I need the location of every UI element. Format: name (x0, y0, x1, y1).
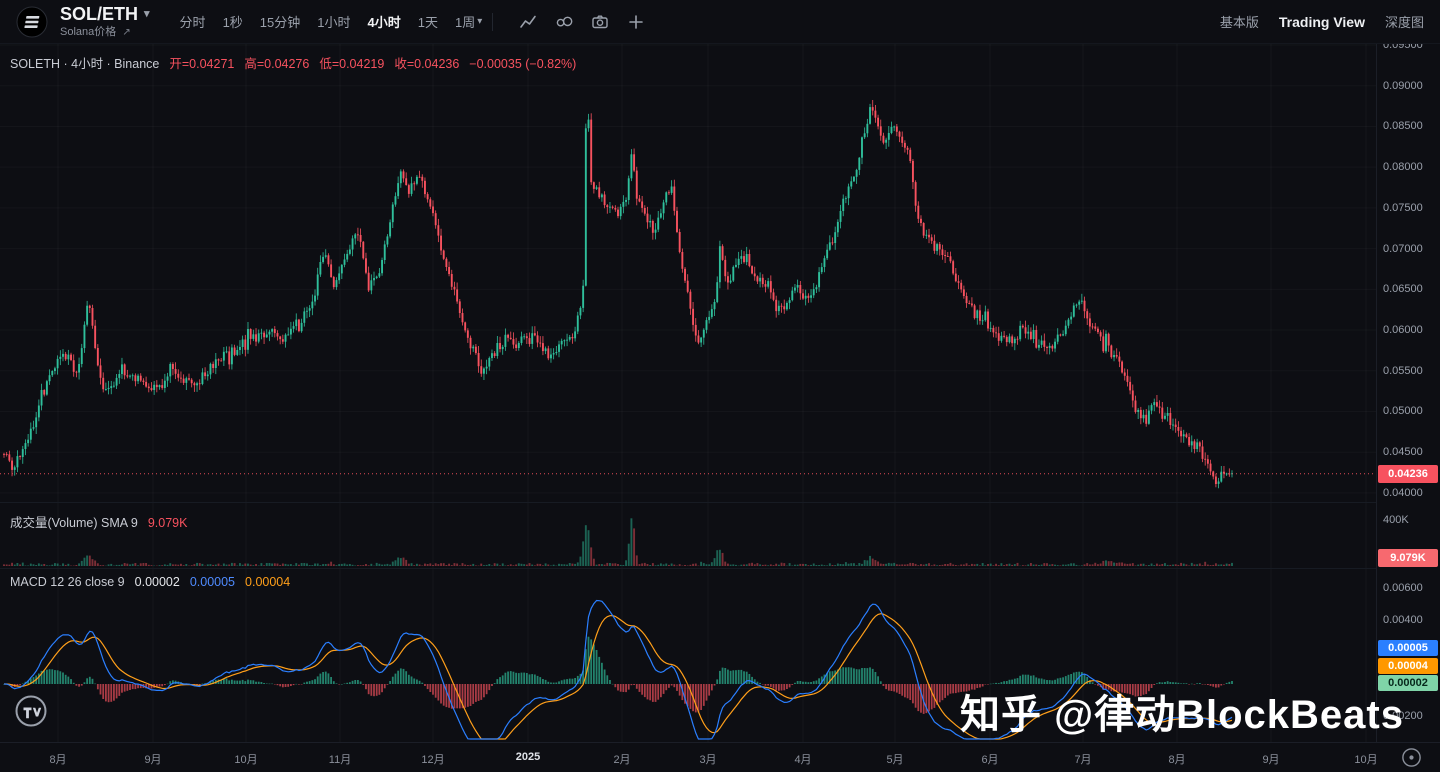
time-tick-7月: 7月 (1074, 754, 1092, 766)
timeframe-1周[interactable]: 1周 (454, 15, 476, 30)
pane-separator[interactable] (0, 502, 1376, 503)
symbol-subtitle: Solana价格 (60, 26, 117, 39)
volume-pane[interactable] (0, 502, 1376, 568)
symbol-selector[interactable]: SOL/ETH ▾ (60, 3, 150, 25)
time-axis[interactable]: 8月 9月 10月 11月 12月 2025 2月 3月 4月 5月 6月 7月 8月 9月 10月 (0, 742, 1440, 772)
price-tick: 0.07000 (1383, 242, 1423, 255)
time-tick-9月: 9月 (1262, 754, 1280, 766)
time-tick-2025: 2025 (515, 751, 541, 763)
price-tick: 0.06500 (1383, 283, 1423, 296)
price-pane[interactable] (0, 44, 1376, 502)
last-price-badge: 0.04236 (1378, 465, 1438, 483)
price-tick: 0.05500 (1383, 364, 1423, 377)
link-depth-chart[interactable]: 深度图 (1384, 15, 1424, 30)
timeframe-1小时[interactable]: 1小时 (317, 15, 351, 30)
macd-pane[interactable] (0, 568, 1376, 742)
price-tick: 0.08000 (1383, 161, 1423, 174)
time-tick-9月: 9月 (144, 754, 162, 766)
timeframe-row: 分时 1秒 15分钟 1小时 4小时 1天 1周 (180, 12, 476, 31)
compare-icon[interactable] (553, 11, 575, 33)
price-tick: 0.06000 (1383, 324, 1423, 337)
chevron-down-icon: ▾ (144, 8, 150, 21)
site-logo[interactable] (16, 6, 48, 38)
price-tick: 0.09000 (1383, 79, 1423, 92)
plus-icon[interactable] (625, 11, 647, 33)
price-tick: 0.05000 (1383, 405, 1423, 418)
time-tick-8月: 8月 (49, 754, 67, 766)
volume-tick: 400K (1383, 514, 1409, 526)
price-tick: 0.07500 (1383, 201, 1423, 214)
chart-area: SOLETH · 4小时 · Binance 开=0.04271 高=0.042… (0, 44, 1376, 742)
link-basic-version[interactable]: 基本版 (1219, 15, 1259, 30)
timeframe-分时[interactable]: 分时 (179, 15, 206, 30)
price-tick: 0.04000 (1383, 486, 1423, 499)
time-tick-2月: 2月 (613, 754, 631, 766)
time-tick-6月: 6月 (981, 754, 999, 766)
link-tradingview[interactable]: Trading View (1278, 13, 1365, 30)
time-tick-5月: 5月 (886, 754, 904, 766)
symbol-subtitle-link[interactable]: Solana价格 ↗ (60, 26, 150, 38)
timeframe-1天[interactable]: 1天 (417, 15, 438, 30)
price-axis[interactable]: 0.09500 0.09000 0.08500 0.08000 0.07500 0.070… (1376, 39, 1440, 742)
price-tick: 0.04500 (1383, 446, 1423, 459)
macd-tick: 0.00400 (1383, 614, 1423, 626)
time-tick-4月: 4月 (794, 754, 812, 766)
macd-signal-badge: 0.00004 (1378, 658, 1438, 674)
macd-line-badge: 0.00005 (1378, 640, 1438, 656)
time-tick-8月: 8月 (1168, 754, 1186, 766)
tradingview-logo[interactable] (14, 694, 48, 728)
chart-style-icon[interactable] (517, 11, 539, 33)
macd-tick: 0.00600 (1383, 582, 1423, 594)
time-tick-10月: 10月 (234, 754, 258, 766)
camera-icon[interactable] (589, 11, 611, 33)
symbol-block: SOL/ETH ▾ Solana价格 ↗ (60, 3, 150, 39)
pane-separator[interactable] (0, 568, 1376, 569)
timeframe-4小时[interactable]: 4小时 (367, 15, 401, 30)
time-tick-3月: 3月 (699, 754, 717, 766)
time-tick-10月: 10月 (1354, 754, 1378, 766)
toolbar: SOL/ETH ▾ Solana价格 ↗ 分时 1秒 15分钟 1小时 4小时 1天 1周 … (0, 0, 1440, 44)
time-tick-11月: 11月 (328, 754, 352, 766)
timeframe-15分钟[interactable]: 15分钟 (259, 15, 301, 30)
toolbar-icons (517, 11, 647, 33)
macd-hist-badge: 0.00002 (1378, 675, 1438, 691)
axis-settings-icon[interactable] (1400, 746, 1423, 769)
timeframe-1秒[interactable]: 1秒 (222, 15, 243, 30)
macd-tick: 0.00200 (1383, 710, 1423, 722)
timeframe-dropdown-icon[interactable]: ▾ (477, 16, 483, 27)
price-tick: 0.08500 (1383, 120, 1423, 133)
external-link-icon: ↗ (122, 27, 131, 39)
toolbar-divider (492, 12, 494, 31)
toolbar-right-links: 基本版 Trading View 深度图 (1220, 12, 1424, 31)
symbol-name: SOL/ETH (60, 3, 139, 24)
time-tick-12月: 12月 (421, 754, 445, 766)
volume-badge: 9.079K (1378, 549, 1438, 567)
